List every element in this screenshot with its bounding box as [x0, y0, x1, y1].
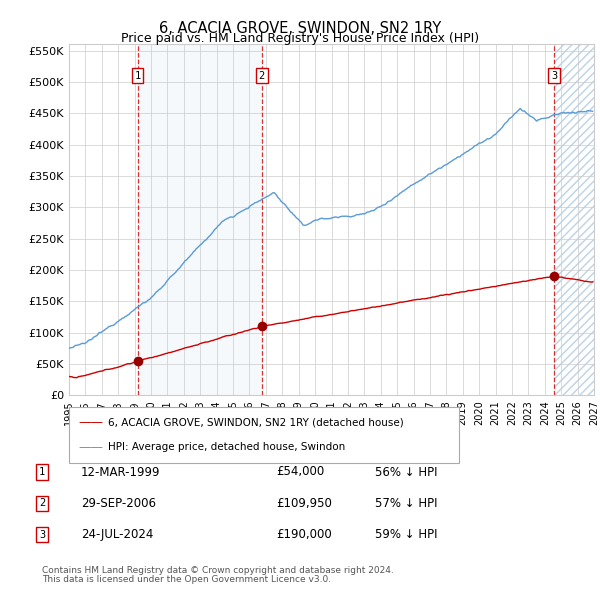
Text: £109,950: £109,950 — [276, 497, 332, 510]
Text: ——: —— — [78, 417, 103, 430]
Text: £54,000: £54,000 — [276, 466, 324, 478]
Text: 3: 3 — [39, 530, 45, 539]
Bar — [138, 44, 262, 395]
Text: 1: 1 — [39, 467, 45, 477]
Text: £190,000: £190,000 — [276, 528, 332, 541]
Text: 24-JUL-2024: 24-JUL-2024 — [81, 528, 154, 541]
Bar — [554, 44, 594, 395]
Text: 59% ↓ HPI: 59% ↓ HPI — [375, 528, 437, 541]
Text: 3: 3 — [551, 71, 557, 81]
Text: ——: —— — [78, 441, 103, 454]
Text: Price paid vs. HM Land Registry's House Price Index (HPI): Price paid vs. HM Land Registry's House … — [121, 32, 479, 45]
Text: Contains HM Land Registry data © Crown copyright and database right 2024.: Contains HM Land Registry data © Crown c… — [42, 566, 394, 575]
Text: 2: 2 — [39, 499, 45, 508]
Text: 57% ↓ HPI: 57% ↓ HPI — [375, 497, 437, 510]
Text: 1: 1 — [134, 71, 141, 81]
Text: 6, ACACIA GROVE, SWINDON, SN2 1RY: 6, ACACIA GROVE, SWINDON, SN2 1RY — [159, 21, 441, 35]
Text: This data is licensed under the Open Government Licence v3.0.: This data is licensed under the Open Gov… — [42, 575, 331, 584]
Text: 6, ACACIA GROVE, SWINDON, SN2 1RY (detached house): 6, ACACIA GROVE, SWINDON, SN2 1RY (detac… — [108, 418, 404, 428]
Text: 56% ↓ HPI: 56% ↓ HPI — [375, 466, 437, 478]
Text: HPI: Average price, detached house, Swindon: HPI: Average price, detached house, Swin… — [108, 442, 345, 453]
Text: 2: 2 — [259, 71, 265, 81]
Text: 29-SEP-2006: 29-SEP-2006 — [81, 497, 156, 510]
Text: 12-MAR-1999: 12-MAR-1999 — [81, 466, 161, 478]
